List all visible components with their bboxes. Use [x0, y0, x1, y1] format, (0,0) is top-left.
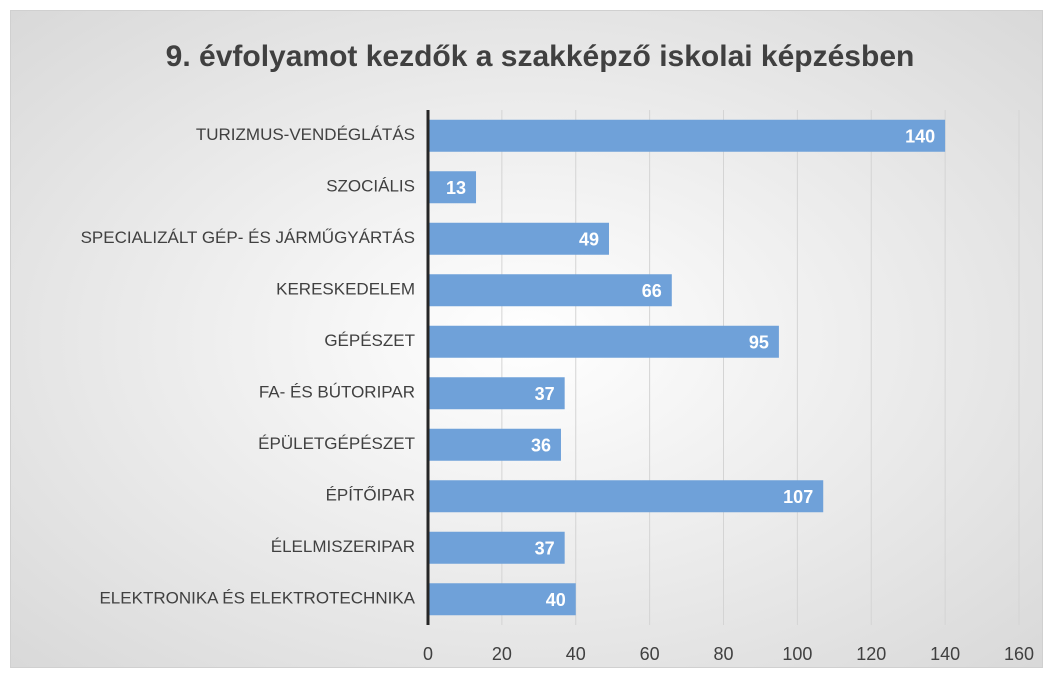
x-tick-label: 60: [640, 644, 660, 664]
y-tick-label: ELEKTRONIKA ÉS ELEKTROTECHNIKA: [99, 589, 415, 608]
chart-title: 9. évfolyamot kezdők a szakképző iskolai…: [166, 40, 915, 73]
y-tick-label: SZOCIÁLIS: [326, 177, 415, 196]
data-label: 66: [642, 281, 662, 301]
labels: 0 20 40 60 80 100 120 140 160 TURIZMUS-VENDÉGLÁTÁ…: [81, 125, 1034, 664]
data-label: 49: [579, 230, 599, 250]
bars: [428, 119, 946, 616]
y-tick-label: GÉPÉSZET: [324, 331, 415, 350]
x-tick-label: 100: [782, 644, 812, 664]
x-tick-label: 40: [566, 644, 586, 664]
bar: [428, 428, 561, 461]
bar: [428, 274, 672, 307]
y-tick-label: ÉPÜLETGÉPÉSZET: [258, 434, 415, 453]
bar: [428, 377, 565, 410]
y-tick-label: ÉPÍTŐIPAR: [326, 486, 415, 505]
data-label: 40: [546, 590, 566, 610]
data-label: 140: [905, 127, 935, 147]
bar: [428, 583, 576, 616]
data-label: 37: [535, 384, 555, 404]
data-label: 36: [531, 436, 551, 456]
x-tick-label: 80: [713, 644, 733, 664]
x-tick-label: 120: [856, 644, 886, 664]
data-label: 13: [446, 178, 466, 198]
x-tick-label: 160: [1004, 644, 1034, 664]
y-tick-label: SPECIALIZÁLT GÉP- ÉS JÁRMŰGYÁRTÁS: [81, 228, 415, 247]
data-label: 107: [783, 487, 813, 507]
bar: [428, 171, 477, 204]
data-label: 37: [535, 539, 555, 559]
bar: [428, 531, 565, 564]
x-tick-label: 20: [492, 644, 512, 664]
bar: [428, 119, 946, 152]
bar: [428, 222, 609, 255]
data-label: 95: [749, 333, 769, 353]
bar: [428, 325, 779, 358]
bar: [428, 480, 824, 513]
y-tick-label: TURIZMUS-VENDÉGLÁTÁS: [196, 125, 415, 144]
y-tick-label: ÉLELMISZERIPAR: [271, 537, 415, 556]
x-tick-label: 0: [423, 644, 433, 664]
y-tick-label: KERESKEDELEM: [276, 280, 415, 299]
x-tick-label: 140: [930, 644, 960, 664]
y-tick-label: FA- ÉS BÚTORIPAR: [259, 383, 415, 402]
